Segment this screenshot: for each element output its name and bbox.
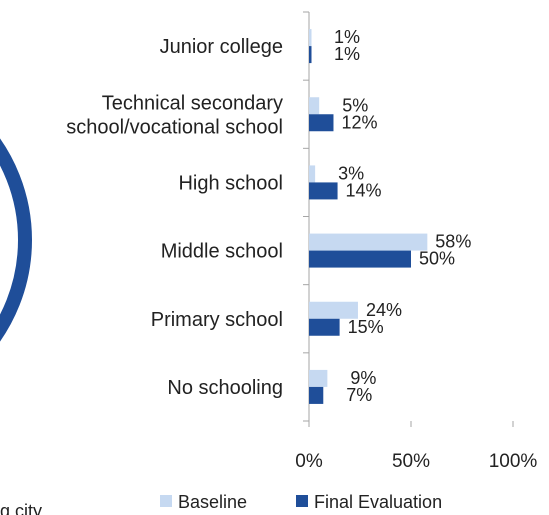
bar-baseline <box>309 165 316 183</box>
category-label: High school <box>178 172 283 194</box>
bar-final-evaluation <box>309 250 411 268</box>
category-label: Primary school <box>151 309 283 331</box>
x-tick-label: 100% <box>489 451 538 472</box>
legend-swatch-final-evaluation <box>296 495 308 507</box>
data-label-baseline: 1% <box>334 27 360 47</box>
category-label: Technical secondary <box>102 92 283 114</box>
cut-off-caption: g city <box>0 501 43 515</box>
bar-final-evaluation <box>309 318 340 336</box>
bar-baseline <box>309 29 312 47</box>
category-label: No schooling <box>167 377 283 399</box>
bar-final-evaluation <box>309 46 312 64</box>
data-label-final-evaluation: 1% <box>334 44 360 64</box>
data-label-baseline: 3% <box>338 163 364 183</box>
legend-swatch-baseline <box>160 495 172 507</box>
legend-label-baseline: Baseline <box>178 492 247 512</box>
bar-baseline <box>309 233 428 251</box>
bar-baseline <box>309 301 358 319</box>
data-label-final-evaluation: 50% <box>419 249 455 269</box>
category-label: Middle school <box>161 241 283 263</box>
bar-final-evaluation <box>309 182 338 200</box>
pie-chart-edge <box>0 138 32 342</box>
category-label: Junior college <box>160 36 283 58</box>
bar-baseline <box>309 369 328 387</box>
data-label-final-evaluation: 15% <box>348 317 384 337</box>
data-label-final-evaluation: 14% <box>346 180 382 200</box>
data-label-baseline: 5% <box>342 95 368 115</box>
x-tick-label: 50% <box>392 451 430 472</box>
x-tick-label: 0% <box>295 451 323 472</box>
data-label-baseline: 58% <box>435 232 471 252</box>
category-label: school/vocational school <box>66 116 283 138</box>
data-label-baseline: 9% <box>350 368 376 388</box>
data-label-final-evaluation: 12% <box>341 112 377 132</box>
legend-label-final-evaluation: Final Evaluation <box>314 492 442 512</box>
data-label-baseline: 24% <box>366 300 402 320</box>
bar-baseline <box>309 97 320 115</box>
bar-final-evaluation <box>309 114 334 132</box>
bar-final-evaluation <box>309 386 324 404</box>
data-label-final-evaluation: 7% <box>346 385 372 405</box>
